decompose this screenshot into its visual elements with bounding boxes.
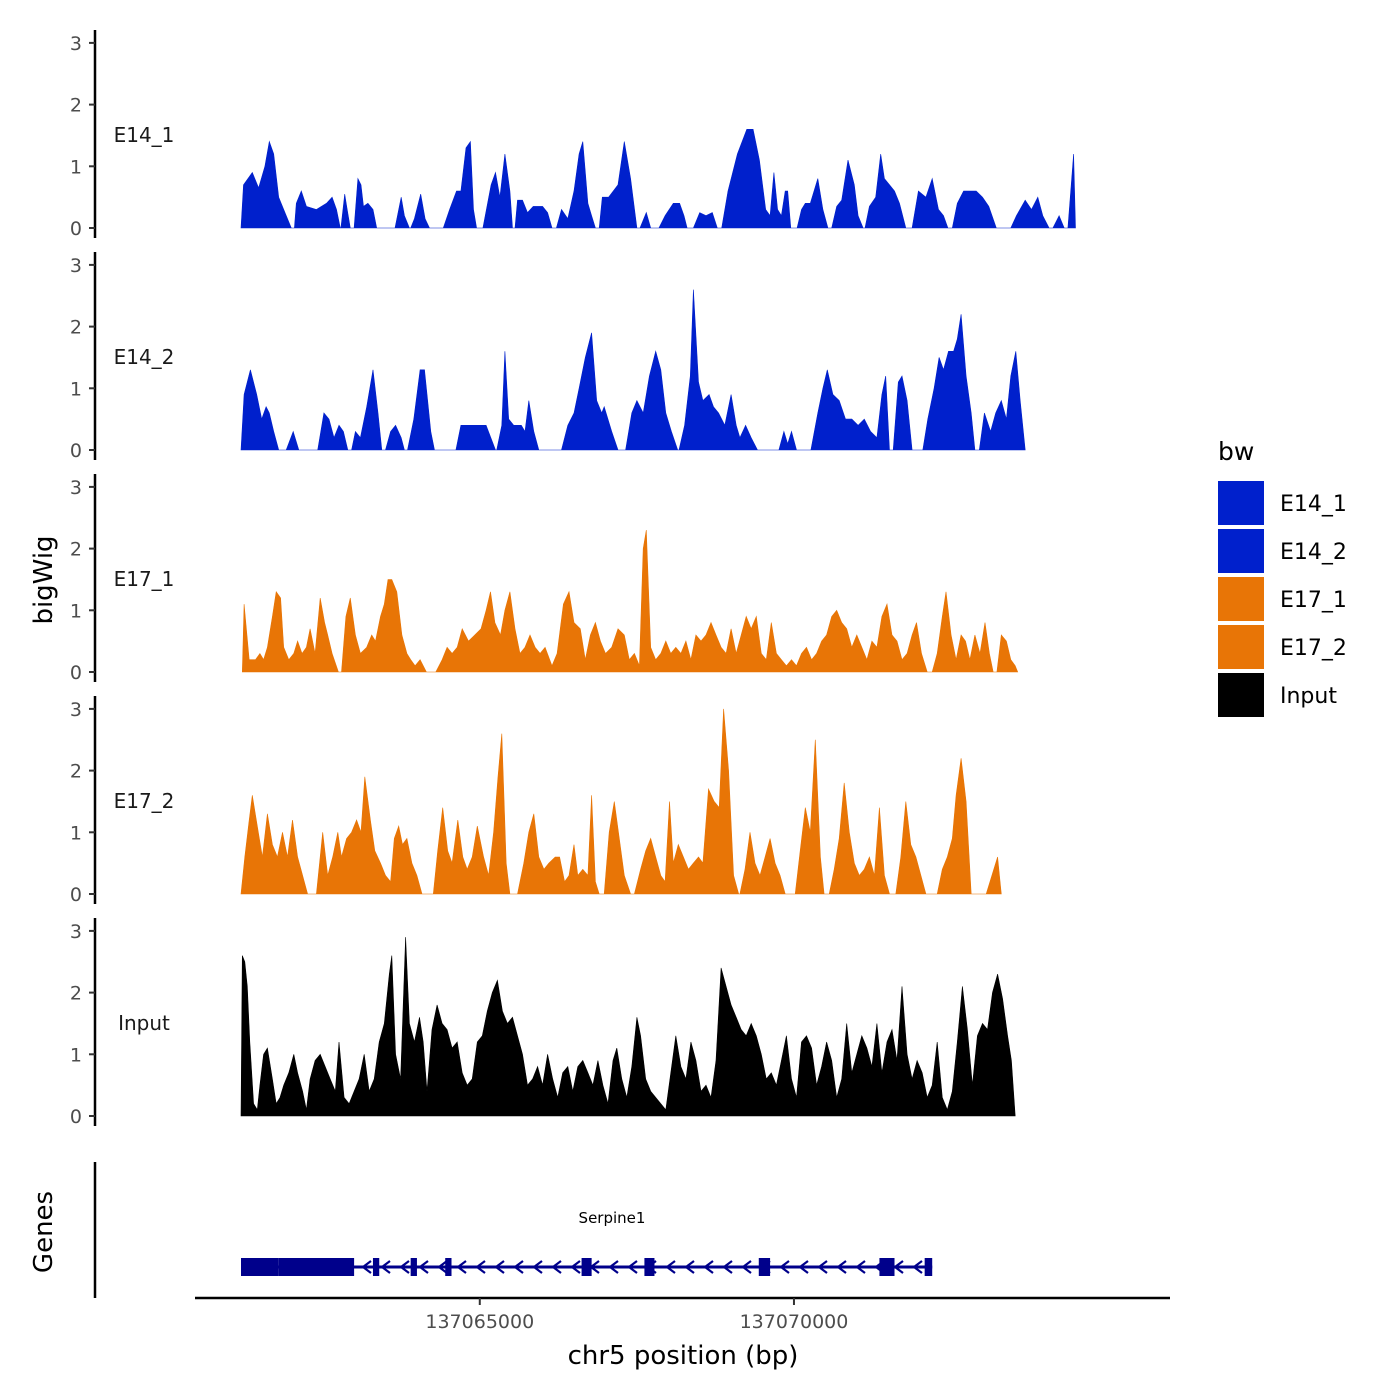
exon	[758, 1258, 771, 1276]
exon	[372, 1258, 380, 1276]
signal-tracks: 0 1 2 3 E14_1 0 1 2 3 E14_2 0 1 2 3 E17_1 0 1 2 3 E17_2 0 1 2 3…	[70, 30, 1076, 1128]
x-axis-title: chr5 position (bp)	[568, 1341, 799, 1371]
y-tick-label: 3	[70, 921, 82, 943]
y-tick-label: 3	[70, 33, 82, 55]
track-E17_1: 0 1 2 3 E17_1	[70, 474, 1019, 684]
area-E14_1	[240, 129, 1076, 229]
strand-arrow	[779, 1260, 790, 1274]
strand-arrow	[608, 1260, 619, 1274]
strand-arrow	[855, 1260, 866, 1274]
track-label: E17_2	[114, 789, 175, 813]
track-E17_2: 0 1 2 3 E17_2	[70, 696, 1002, 906]
track-label: E14_1	[114, 123, 175, 147]
x-axis: 137065000 137070000	[195, 1296, 1170, 1333]
exon	[241, 1258, 279, 1276]
legend-label-E17_1: E17_1	[1280, 588, 1347, 613]
legend-label-E14_1: E14_1	[1280, 492, 1347, 517]
legend-label-Input: Input	[1280, 684, 1337, 709]
area-Input	[240, 937, 1016, 1117]
y-tick-label: 2	[70, 317, 82, 339]
strand-arrow	[380, 1260, 391, 1274]
track-Input: 0 1 2 3 Input	[70, 918, 1016, 1128]
y-tick-label: 1	[70, 1044, 82, 1066]
area-E14_2	[240, 289, 1026, 451]
y-tick-label: 2	[70, 539, 82, 561]
legend-swatch-Input	[1218, 673, 1264, 717]
exon	[410, 1258, 417, 1276]
strand-arrow	[456, 1260, 467, 1274]
area-E17_1	[241, 530, 1019, 673]
strand-arrow	[684, 1260, 695, 1274]
x-tick-label: 137065000	[425, 1311, 534, 1333]
strand-arrow	[361, 1260, 372, 1274]
strand-arrow	[741, 1260, 752, 1274]
strand-arrow	[627, 1260, 638, 1274]
genes-axis-title: Genes	[29, 1191, 59, 1273]
y-tick-label: 1	[70, 156, 82, 178]
area-E17_2	[240, 708, 1002, 895]
exon	[278, 1258, 355, 1276]
exon	[644, 1258, 655, 1276]
y-tick-label: 2	[70, 983, 82, 1005]
track-label: E14_2	[114, 345, 175, 369]
legend-swatch-E14_1	[1218, 481, 1264, 525]
strand-arrow	[532, 1260, 543, 1274]
legend-swatch-E17_2	[1218, 625, 1264, 669]
legend-swatch-E17_1	[1218, 577, 1264, 621]
strand-arrow	[722, 1260, 733, 1274]
gene-track: Serpine1	[93, 1162, 933, 1298]
strand-arrow	[836, 1260, 847, 1274]
y-tick-label: 1	[70, 822, 82, 844]
y-tick-label: 1	[70, 378, 82, 400]
legend: bw E14_1 E14_2 E17_1 E17_2 Input	[1218, 437, 1347, 717]
exon	[924, 1258, 933, 1276]
track-label: E17_1	[114, 567, 175, 591]
y-tick-label: 2	[70, 761, 82, 783]
strand-arrow	[437, 1260, 448, 1274]
y-tick-label: 2	[70, 95, 82, 117]
legend-label-E14_2: E14_2	[1280, 540, 1347, 565]
strand-arrow	[912, 1260, 923, 1274]
legend-title: bw	[1218, 437, 1254, 466]
strand-arrow	[703, 1260, 714, 1274]
strand-arrow	[551, 1260, 562, 1274]
track-E14_1: 0 1 2 3 E14_1	[70, 30, 1076, 240]
strand-arrow	[570, 1260, 581, 1274]
y-axis-title: bigWig	[29, 535, 59, 624]
strand-arrow	[418, 1260, 429, 1274]
y-tick-label: 3	[70, 477, 82, 499]
y-tick-label: 0	[70, 440, 82, 462]
y-tick-label: 3	[70, 255, 82, 277]
exon	[581, 1258, 592, 1276]
y-tick-label: 1	[70, 600, 82, 622]
track-label: Input	[118, 1011, 170, 1035]
gene-name-label: Serpine1	[579, 1209, 646, 1227]
strand-arrow	[665, 1260, 676, 1274]
y-tick-label: 3	[70, 699, 82, 721]
y-tick-label: 0	[70, 884, 82, 906]
strand-arrow	[399, 1260, 410, 1274]
y-tick-label: 0	[70, 662, 82, 684]
exon	[445, 1258, 452, 1276]
y-tick-label: 0	[70, 218, 82, 240]
legend-label-E17_2: E17_2	[1280, 636, 1347, 661]
strand-arrow	[494, 1260, 505, 1274]
strand-arrow	[475, 1260, 486, 1274]
track-E14_2: 0 1 2 3 E14_2	[70, 252, 1026, 462]
strand-arrow	[893, 1260, 904, 1274]
strand-arrow	[817, 1260, 828, 1274]
strand-arrow	[513, 1260, 524, 1274]
x-tick-label: 137070000	[740, 1311, 849, 1333]
exon	[879, 1258, 895, 1276]
strand-arrow	[798, 1260, 809, 1274]
y-tick-label: 0	[70, 1106, 82, 1128]
legend-swatch-E14_2	[1218, 529, 1264, 573]
